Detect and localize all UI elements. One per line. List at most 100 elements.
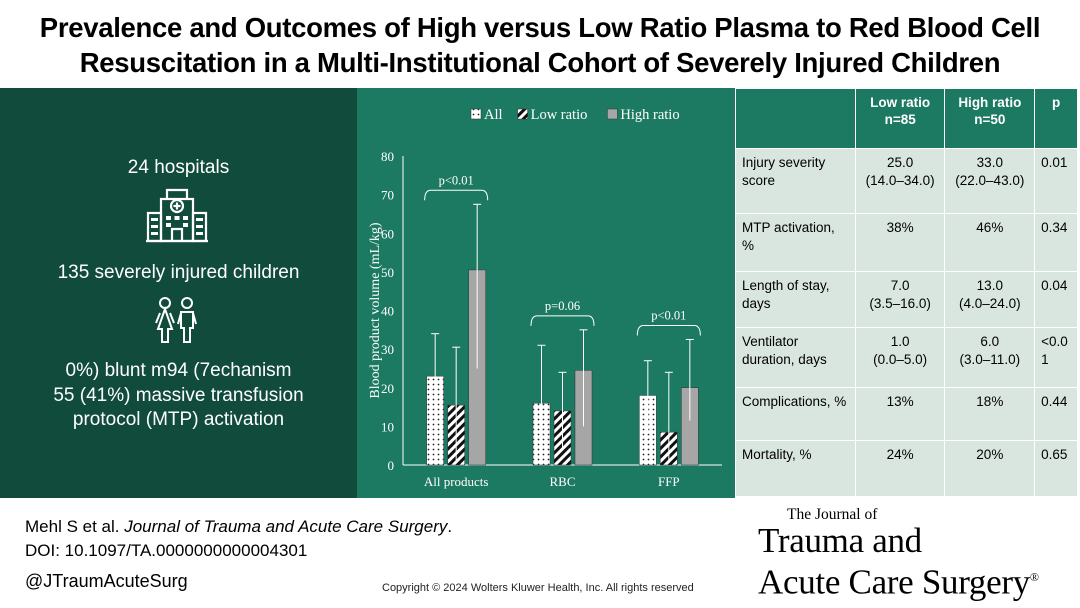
significance-bracket	[636, 324, 701, 336]
low-value: 24%	[854, 440, 946, 497]
high-median: 13.0	[976, 278, 1003, 293]
page-title: Prevalence and Outcomes of High versus L…	[0, 10, 1080, 80]
header-high-ratio: High ratio n=50	[944, 88, 1036, 149]
low-median: 38%	[886, 220, 914, 235]
row-label: MTP activation, %	[735, 213, 856, 272]
header-high-n: n=50	[974, 112, 1006, 127]
legend-label: High ratio	[620, 107, 679, 123]
copyright: Copyright © 2024 Wolters Kluwer Health, …	[382, 582, 694, 594]
y-tick-label: 30	[381, 342, 394, 357]
y-tick-label: 20	[381, 381, 394, 396]
high-median: 20%	[976, 447, 1004, 462]
row-label: Injury severity score	[735, 148, 856, 214]
p-value: 0.34	[1034, 213, 1078, 272]
citation-period: .	[447, 517, 453, 536]
header-low-n: n=85	[884, 112, 916, 127]
p-value-annotation: p<0.01	[439, 173, 474, 187]
bar-chart-panel: 0 10 20 30 40 50 60 70 80 Blood product volume (m…	[357, 88, 735, 498]
p-value: 0.04	[1034, 271, 1078, 328]
significance-bracket	[424, 189, 489, 201]
outcomes-table: Low ratio n=85 High ratio n=50 p Injury …	[735, 88, 1078, 497]
table-row: Length of stay, days 7.0 (3.5–16.0) 13.0 (…	[735, 271, 1078, 328]
citation-journal: Journal of Trauma and Acute Care Surgery	[124, 517, 448, 536]
journal-logo-name: Acute Care Surgery	[758, 562, 1030, 602]
high-median: 6.0	[980, 334, 1000, 349]
row-label: Ventilator duration, days	[735, 327, 856, 388]
row-label: Mortality, %	[735, 440, 856, 497]
citation-authors: Mehl S et al.	[25, 517, 125, 536]
y-axis-label: Blood product volume (mL/kg)	[368, 222, 383, 398]
high-value: 6.0 (3.0–11.0)	[944, 327, 1036, 388]
hospitals-count: 24 hospitals	[127, 157, 230, 178]
p-value-annotation: p=0.06	[545, 299, 580, 313]
title-line-2: Resuscitation in a Multi-Institutional C…	[79, 47, 1001, 78]
journal-logo: Trauma and Acute Care Surgery®	[758, 523, 1039, 601]
children-icon	[155, 297, 197, 343]
doi[interactable]: DOI: 10.1097/TA.0000000000004301	[25, 541, 308, 560]
low-value: 7.0 (3.5–16.0)	[854, 271, 946, 328]
x-tick-label: RBC	[549, 474, 575, 489]
journal-logo-line-1: Trauma and	[758, 521, 922, 560]
low-range: (3.5–16.0)	[869, 296, 931, 311]
citation-line: Mehl S et al. Journal of Trauma and Acut…	[25, 515, 452, 539]
low-median: 25.0	[887, 155, 914, 170]
header-high-label: High ratio	[958, 95, 1022, 110]
table-row: Complications, % 13% 18% 0.44	[735, 387, 1078, 441]
bar-chart: 0 10 20 30 40 50 60 70 80 Blood product volume (m…	[368, 107, 722, 489]
high-value: 33.0 (22.0–43.0)	[944, 148, 1036, 214]
p-value-annotation: p<0.01	[651, 308, 686, 322]
low-value: 1.0 (0.0–5.0)	[854, 327, 946, 388]
y-tick-label: 70	[381, 188, 394, 203]
table-row: MTP activation, % 38% 46% 0.34	[735, 213, 1078, 272]
high-median: 33.0	[976, 155, 1003, 170]
table-header-row: Low ratio n=85 High ratio n=50 p	[735, 88, 1078, 149]
low-value: 13%	[854, 387, 946, 441]
low-value: 38%	[854, 213, 946, 272]
twitter-handle[interactable]: @JTraumAcuteSurg	[25, 571, 188, 591]
table-row: Mortality, % 24% 20% 0.65	[735, 440, 1078, 497]
high-value: 46%	[944, 213, 1036, 272]
header-empty	[735, 88, 856, 149]
low-median: 24%	[886, 447, 914, 462]
citation: Mehl S et al. Journal of Trauma and Acut…	[25, 515, 452, 563]
p-value: <0.01	[1034, 327, 1078, 388]
low-median: 7.0	[890, 278, 910, 293]
low-value: 25.0 (14.0–34.0)	[854, 148, 946, 214]
high-range: (4.0–24.0)	[959, 296, 1021, 311]
legend-label: Low ratio	[531, 107, 588, 123]
summary-panel: 24 hospitals 135 severely injured childr…	[0, 88, 357, 498]
header-p: p	[1034, 88, 1078, 149]
y-tick-label: 50	[381, 265, 394, 280]
low-range: (14.0–34.0)	[865, 173, 935, 188]
x-tick-label: All products	[424, 474, 489, 489]
row-label: Length of stay, days	[735, 271, 856, 328]
children-count: 135 severely injured children	[57, 262, 300, 283]
journal-logo-line-2: Acute Care Surgery®	[758, 559, 1039, 601]
high-range: (3.0–11.0)	[959, 352, 1021, 367]
high-value: 18%	[944, 387, 1036, 441]
y-tick-label: 40	[381, 304, 394, 319]
mechanism-stat: 0%) blunt m94 (7echanism	[65, 360, 292, 381]
row-label: Complications, %	[735, 387, 856, 441]
table-row: Injury severity score 25.0 (14.0–34.0) 33…	[735, 148, 1078, 214]
y-tick-label: 80	[381, 149, 394, 164]
hospital-icon	[146, 188, 208, 243]
high-median: 18%	[976, 394, 1004, 409]
legend-label: All	[484, 107, 503, 123]
legend-swatch-low-ratio	[517, 108, 528, 120]
high-value: 20%	[944, 440, 1036, 497]
title-line-1: Prevalence and Outcomes of High versus L…	[39, 12, 1041, 43]
header-low-ratio: Low ratio n=85	[854, 88, 946, 149]
y-tick-label: 10	[381, 419, 394, 434]
legend-swatch-all	[470, 108, 482, 120]
outcomes-table-panel: Low ratio n=85 High ratio n=50 p Injury …	[735, 88, 1080, 498]
p-value: 0.44	[1034, 387, 1078, 441]
y-tick-label: 60	[381, 226, 394, 241]
legend-swatch-high-ratio	[607, 108, 618, 120]
low-range: (0.0–5.0)	[873, 352, 928, 367]
low-median: 1.0	[890, 334, 910, 349]
registered-mark: ®	[1029, 570, 1039, 584]
significance-bracket	[530, 315, 595, 326]
low-median: 13%	[886, 394, 914, 409]
x-tick-label: FFP	[658, 474, 680, 489]
